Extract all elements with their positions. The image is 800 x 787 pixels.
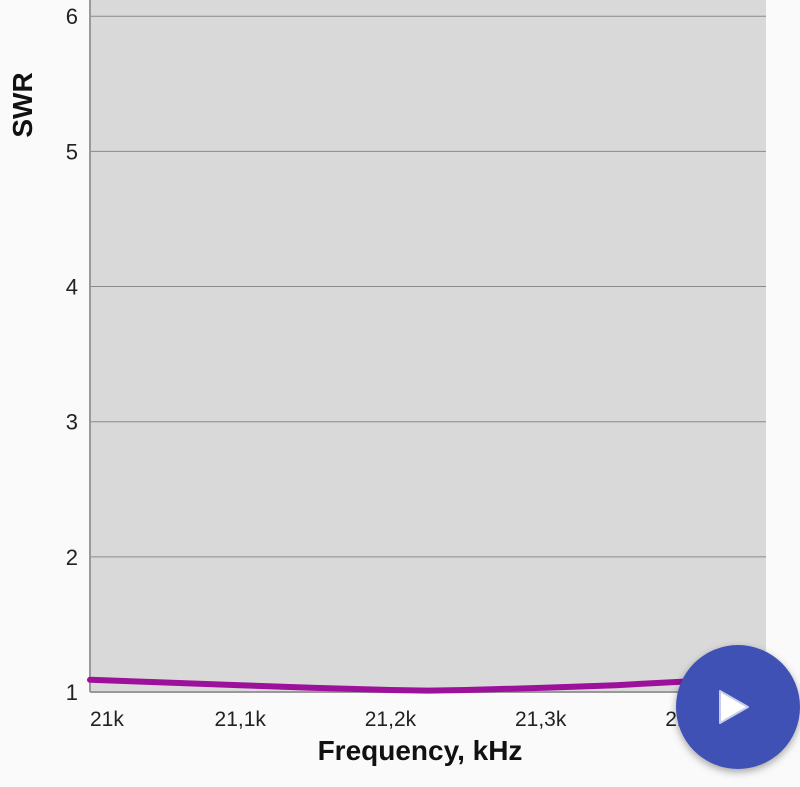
y-tick-label: 2 bbox=[66, 545, 78, 570]
swr-series-line bbox=[87, 675, 769, 694]
x-axis-title: Frequency, kHz bbox=[318, 735, 523, 766]
y-tick-label: 5 bbox=[66, 139, 78, 164]
play-icon bbox=[719, 690, 749, 724]
y-tick-label: 1 bbox=[66, 680, 78, 705]
play-button[interactable] bbox=[676, 645, 800, 769]
y-tick-label: 4 bbox=[66, 275, 78, 300]
x-tick-label: 21,2k bbox=[365, 708, 417, 731]
plot-area bbox=[90, 0, 766, 692]
y-axis-title: SWR bbox=[7, 72, 38, 137]
x-tick-label: 21k bbox=[90, 708, 124, 731]
y-tick-label: 6 bbox=[66, 4, 78, 29]
x-tick-label: 21,1k bbox=[215, 708, 267, 731]
x-tick-label: 21,3k bbox=[515, 708, 567, 731]
y-tick-label: 3 bbox=[66, 410, 78, 435]
